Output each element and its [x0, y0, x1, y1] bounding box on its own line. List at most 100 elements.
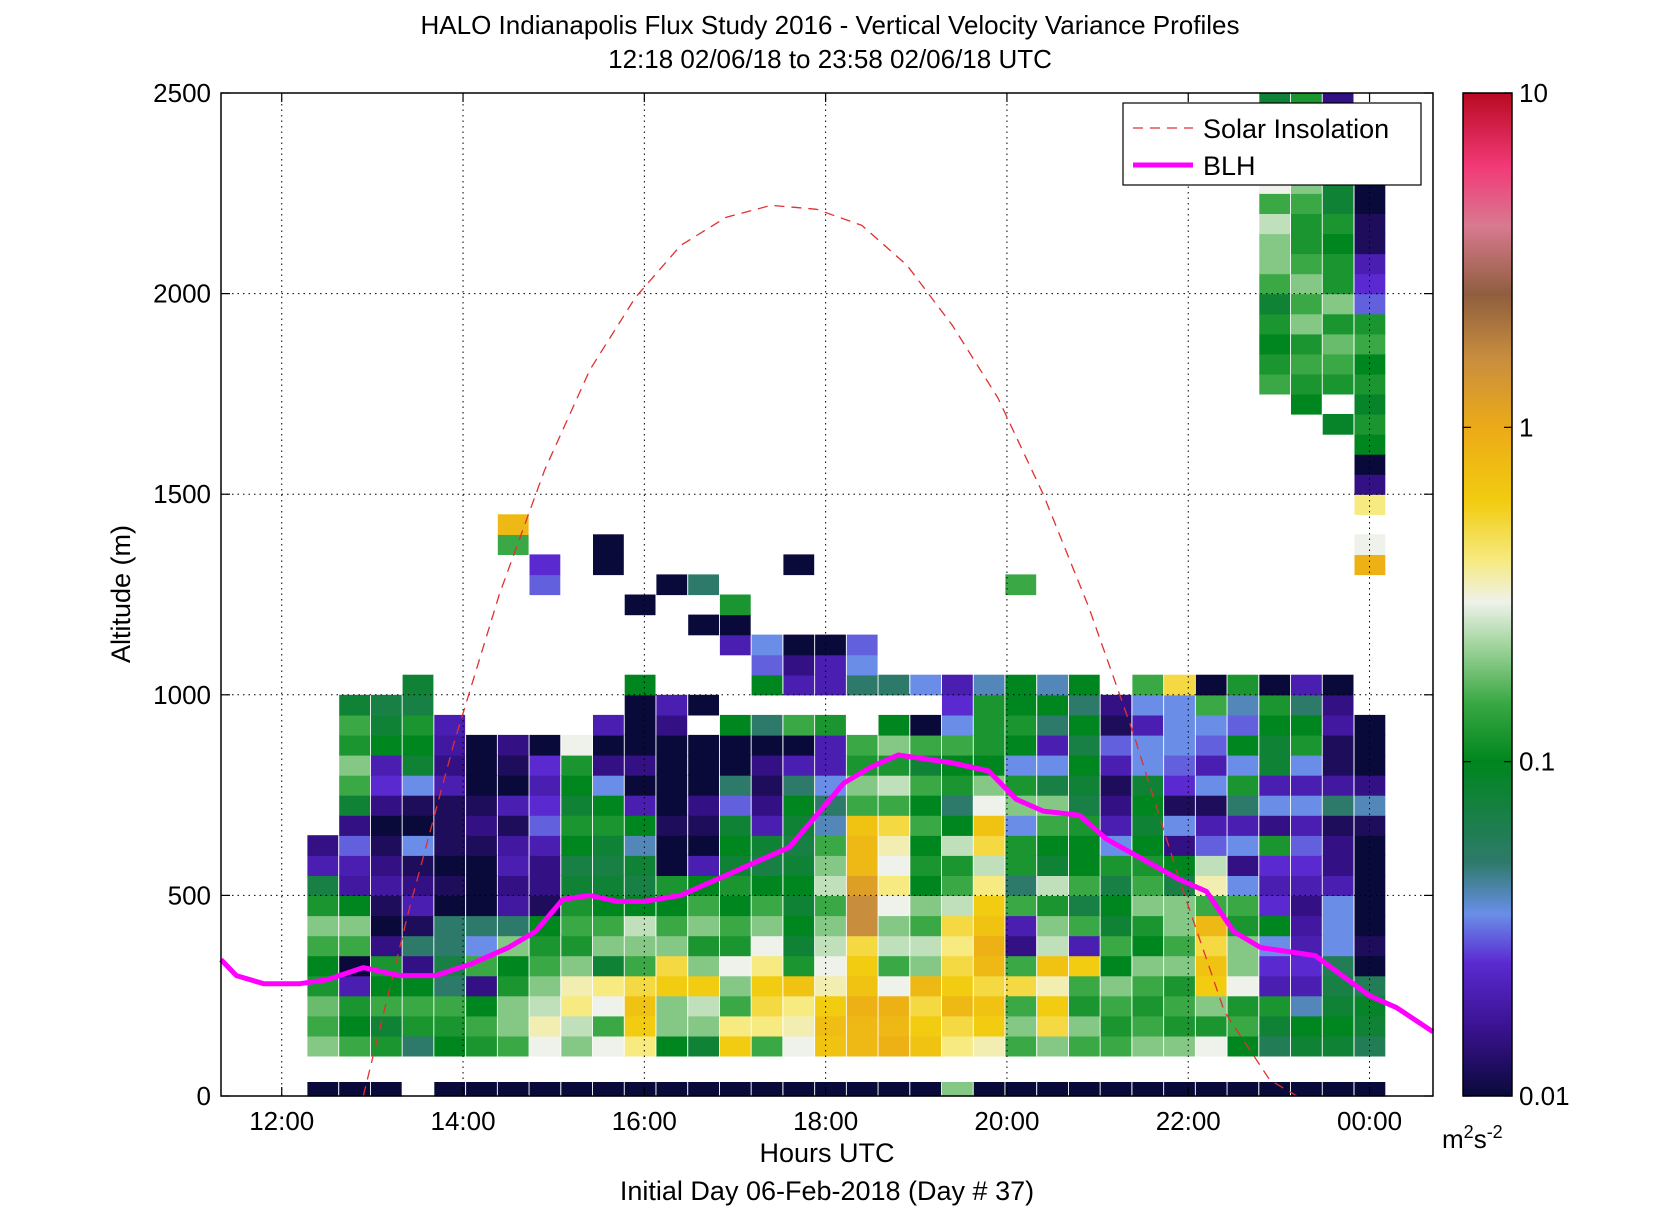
- heatmap-cell: [624, 734, 656, 756]
- heatmap-cell: [1291, 755, 1322, 776]
- heatmap-cell: [656, 795, 688, 816]
- heatmap-cell: [783, 1082, 815, 1097]
- heatmap-cell: [593, 1082, 624, 1097]
- heatmap-cell: [307, 935, 339, 957]
- heatmap-cell: [656, 734, 688, 756]
- heatmap-cell: [1005, 815, 1037, 836]
- heatmap-cell: [529, 554, 561, 576]
- heatmap-cell: [1322, 353, 1354, 375]
- heatmap-cell: [370, 714, 402, 736]
- heatmap-cell: [370, 895, 402, 917]
- heatmap-cell: [942, 875, 973, 896]
- heatmap-cell: [1259, 714, 1291, 736]
- heatmap-cell: [466, 755, 497, 776]
- heatmap-cell: [1227, 995, 1259, 1017]
- heatmap-cell: [339, 714, 370, 736]
- heatmap-cell: [307, 895, 339, 917]
- heatmap-cell: [1132, 694, 1164, 716]
- heatmap-cell: [973, 1015, 1005, 1037]
- heatmap-cell: [1132, 915, 1164, 937]
- heatmap-cell: [402, 795, 434, 816]
- y-tick-label: 1500: [153, 479, 211, 509]
- heatmap-cell: [1068, 995, 1100, 1017]
- heatmap-cell: [1164, 895, 1195, 917]
- heatmap-cell: [497, 775, 529, 796]
- heatmap-cell: [1354, 915, 1386, 937]
- heatmap-cell: [973, 815, 1005, 836]
- heatmap-cell: [529, 775, 561, 796]
- heatmap-cell: [624, 1015, 656, 1037]
- heatmap-cell: [529, 995, 561, 1017]
- heatmap-cell: [1354, 775, 1386, 796]
- heatmap-cell: [466, 875, 497, 896]
- heatmap-cell: [1322, 414, 1354, 435]
- heatmap-cell: [910, 915, 942, 937]
- heatmap-cell: [783, 734, 815, 756]
- heatmap-cell: [370, 915, 402, 937]
- heatmap-cell: [497, 534, 529, 555]
- heatmap-cell: [815, 875, 846, 896]
- heatmap-cell: [1227, 795, 1259, 816]
- heatmap-cell: [307, 875, 339, 896]
- colorbar-frame: [1462, 92, 1513, 1097]
- heatmap-cell: [1322, 1015, 1354, 1037]
- heatmap-cell: [1037, 835, 1068, 856]
- colorbar-tick-label: 0.01: [1519, 1081, 1570, 1111]
- heatmap-cell: [688, 775, 719, 796]
- heatmap-cell: [402, 915, 434, 937]
- heatmap-cell: [1291, 233, 1322, 255]
- heatmap-cell: [973, 955, 1005, 977]
- heatmap-cell: [497, 1082, 529, 1097]
- heatmap-cell: [370, 995, 402, 1017]
- heatmap-cell: [815, 895, 846, 917]
- heatmap-cell: [1195, 775, 1227, 796]
- heatmap-cell: [593, 554, 624, 576]
- heatmap-cell: [1068, 714, 1100, 736]
- heatmap-cell: [1037, 935, 1068, 957]
- heatmap-cell: [1354, 554, 1386, 576]
- heatmap-cell: [1322, 955, 1354, 977]
- heatmap-cell: [878, 1015, 910, 1037]
- heatmap-cell: [593, 755, 624, 776]
- heatmap-cell: [1132, 835, 1164, 856]
- heatmap-cell: [815, 995, 846, 1017]
- heatmap-cell: [846, 815, 878, 836]
- heatmap-cell: [624, 694, 656, 716]
- heatmap-cell: [656, 855, 688, 876]
- heatmap-cell: [751, 775, 783, 796]
- heatmap-cell: [1322, 373, 1354, 395]
- heatmap-cell: [1068, 875, 1100, 896]
- heatmap-cell: [1354, 494, 1386, 515]
- heatmap-cell: [1005, 674, 1037, 696]
- heatmap-cell: [466, 855, 497, 876]
- heatmap-cell: [434, 855, 466, 876]
- heatmap-cell: [529, 795, 561, 816]
- heatmap-cell: [402, 815, 434, 836]
- heatmap-cell: [942, 795, 973, 816]
- heatmap-cell: [910, 674, 942, 696]
- heatmap-cell: [719, 614, 751, 636]
- heatmap-cell: [1322, 674, 1354, 696]
- heatmap-cell: [656, 835, 688, 856]
- heatmap-cell: [370, 755, 402, 776]
- heatmap-cell: [878, 714, 910, 736]
- heatmap-cell: [1037, 1082, 1068, 1097]
- heatmap-cell: [1164, 674, 1195, 696]
- heatmap-cell: [1195, 674, 1227, 696]
- heatmap-cell: [719, 975, 751, 997]
- heatmap-cell: [815, 734, 846, 756]
- heatmap-cell: [1164, 734, 1195, 756]
- heatmap-cell: [1132, 935, 1164, 957]
- heatmap-cell: [1322, 233, 1354, 255]
- heatmap-cell: [593, 534, 624, 555]
- heatmap-cell: [942, 915, 973, 937]
- y-axis-label: Altitude (m): [106, 525, 136, 663]
- heatmap-cell: [1291, 1035, 1322, 1057]
- heatmap-cell: [1100, 895, 1132, 917]
- heatmap-cell: [783, 855, 815, 876]
- heatmap-cell: [719, 755, 751, 776]
- heatmap-cell: [1100, 995, 1132, 1017]
- heatmap-cell: [783, 795, 815, 816]
